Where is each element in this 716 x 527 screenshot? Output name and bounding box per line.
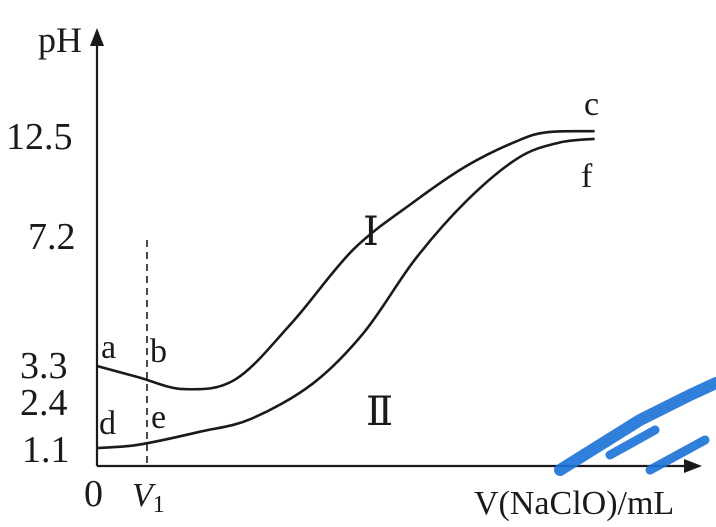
x-axis-label: V(NaClO)/mL	[474, 485, 674, 522]
series-line-II	[96, 137, 595, 450]
y-tick-label: 2.4	[20, 382, 68, 424]
y-tick-label: 12.5	[6, 116, 73, 158]
y-axis-label: pH	[38, 20, 82, 60]
watermark-stroke	[605, 425, 660, 460]
point-label-f: f	[581, 158, 593, 195]
v1-subscript: 1	[153, 492, 165, 518]
series-line-I	[96, 129, 595, 391]
x-axis-arrow	[684, 459, 702, 473]
watermark-stroke	[554, 377, 716, 476]
point-label-a: a	[101, 329, 116, 366]
v1-label: V1	[132, 477, 165, 518]
y-tick-label: 3.3	[20, 345, 68, 387]
watermark-stroke	[645, 435, 710, 475]
y-tick-label: 1.1	[22, 429, 70, 471]
origin-label: 0	[84, 473, 103, 515]
watermark-logo	[554, 377, 716, 476]
point-label-d: d	[99, 405, 116, 442]
point-label-b: b	[150, 333, 167, 370]
series-label-I: Ⅰ	[363, 209, 379, 254]
series-label-II: Ⅱ	[366, 389, 393, 434]
point-label-c: c	[584, 86, 599, 123]
y-axis-arrow	[90, 28, 104, 46]
y-tick-label: 7.2	[28, 216, 76, 258]
point-label-e: e	[151, 399, 166, 436]
